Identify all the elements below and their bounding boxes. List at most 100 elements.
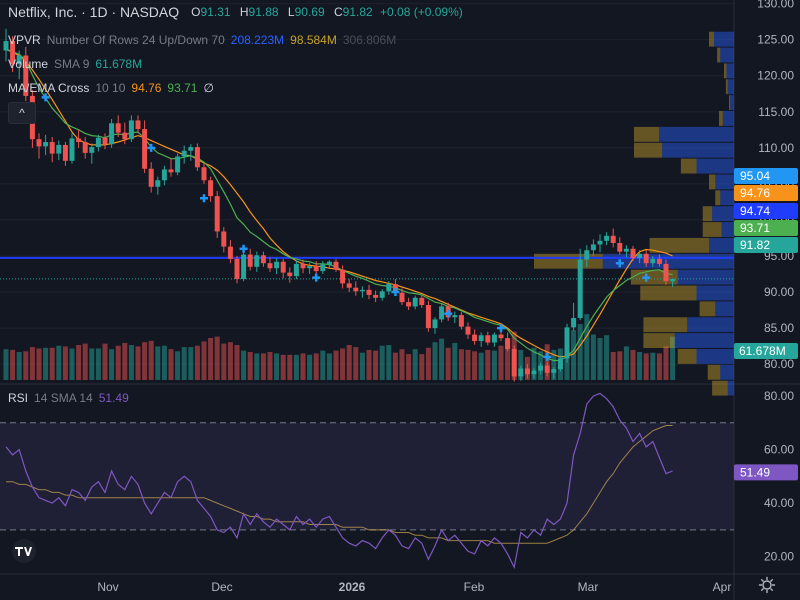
- volume-bar: [194, 345, 200, 380]
- candle: [135, 115, 141, 134]
- candle-body: [452, 315, 458, 318]
- candle-body: [115, 123, 121, 133]
- volume-bar: [16, 352, 22, 380]
- candle-body: [260, 255, 266, 264]
- volume-bar: [353, 347, 359, 380]
- price-tag: [734, 203, 798, 219]
- candle: [142, 120, 148, 174]
- candle: [577, 248, 583, 321]
- rsi-line: [5, 392, 673, 570]
- tradingview-logo-icon[interactable]: [8, 538, 40, 564]
- candle: [3, 28, 9, 62]
- candle: [168, 158, 174, 177]
- rsi-tag-label: 51.49: [740, 465, 770, 479]
- volume-bar: [10, 349, 16, 380]
- candle-body: [221, 231, 227, 247]
- candle: [23, 46, 29, 101]
- candle: [379, 289, 385, 301]
- volume-profile-row-up: [727, 380, 734, 396]
- volume-bar: [617, 351, 623, 380]
- candle: [43, 134, 49, 156]
- candle: [62, 142, 68, 166]
- volume-bar: [76, 345, 82, 380]
- candle-body: [227, 246, 233, 259]
- candle: [280, 258, 286, 279]
- volume-bar: [109, 349, 115, 380]
- volume-bar: [115, 345, 121, 380]
- volume-bar: [458, 349, 464, 380]
- candle-body: [604, 235, 610, 241]
- candle: [115, 115, 121, 138]
- cross-marker-icon: [147, 143, 156, 152]
- gear-icon[interactable]: [758, 576, 776, 594]
- volume-bar: [432, 342, 438, 380]
- candle: [524, 364, 530, 379]
- volume-tag-label: 61.678M: [739, 344, 786, 358]
- volume-legend[interactable]: Volume SMA 9 61.678M: [8, 57, 142, 71]
- volume-bar: [128, 345, 134, 380]
- candle: [128, 115, 134, 143]
- candle-body: [505, 338, 511, 349]
- candle: [340, 265, 346, 289]
- ma-legend[interactable]: MA/EMA Cross 10 10 94.76 93.71 ∅: [8, 81, 214, 95]
- candle: [617, 237, 623, 255]
- candle-body: [82, 142, 88, 153]
- volume-bar: [175, 351, 181, 380]
- volume-profile-row-down: [725, 79, 728, 95]
- candle: [353, 281, 359, 296]
- vpvr-params: Number Of Rows 24 Up/Down 70: [46, 33, 225, 47]
- volume-profile-row-down: [719, 111, 723, 126]
- candle-body: [478, 335, 484, 342]
- vpvr-down-value: 98.584M: [290, 33, 337, 47]
- volume-profile-row-down: [724, 63, 727, 79]
- volume-profile-row-down: [634, 126, 659, 142]
- candle-body: [313, 266, 319, 272]
- cross-marker-icon: [239, 244, 248, 253]
- price-tick-label: 85.00: [764, 321, 794, 335]
- candle-body: [300, 263, 306, 269]
- candle: [227, 240, 233, 264]
- candle: [326, 260, 332, 268]
- volume-profile-row-down: [709, 31, 714, 47]
- volume-bar: [29, 347, 35, 380]
- vpvr-legend[interactable]: VPVR Number Of Rows 24 Up/Down 70 208.22…: [8, 33, 396, 47]
- rsi-axis: 80.00 60.00 40.00 20.00: [764, 389, 794, 564]
- volume-bar: [326, 353, 332, 380]
- candle: [254, 251, 260, 272]
- volume-bar: [135, 346, 141, 380]
- volume-bar: [392, 352, 398, 380]
- candle: [557, 355, 563, 372]
- collapse-legend-button[interactable]: ^: [8, 102, 36, 124]
- cross-markers: [41, 93, 651, 361]
- time-tick-label: Feb: [464, 580, 485, 594]
- volume-bar: [597, 338, 603, 380]
- volume-bar: [346, 345, 352, 380]
- volume-profile-row-up: [709, 237, 734, 253]
- volume-bar: [161, 345, 167, 380]
- rsi-label: RSI: [8, 391, 29, 405]
- volume-profile-row-up: [687, 317, 734, 333]
- symbol-title[interactable]: Netflix, Inc. · 1D · NASDAQ: [8, 4, 180, 20]
- candle-body: [142, 129, 148, 169]
- candle: [56, 140, 62, 161]
- price-tag: [734, 220, 798, 236]
- volume-bar: [439, 338, 445, 380]
- volume-bar: [637, 352, 643, 380]
- candle: [610, 228, 616, 248]
- candle: [181, 145, 187, 164]
- candle-body: [307, 266, 313, 269]
- candle-body: [95, 137, 101, 148]
- volume-profile-row-up: [712, 206, 734, 222]
- candle-body: [36, 139, 42, 147]
- volume-bar: [472, 351, 478, 380]
- candle: [307, 263, 313, 275]
- volume-bar: [43, 347, 49, 380]
- rsi-legend[interactable]: RSI 14 SMA 14 51.49: [8, 391, 129, 405]
- candle: [584, 245, 590, 267]
- candle: [518, 365, 524, 381]
- candle: [663, 259, 669, 285]
- volume-bar: [623, 346, 629, 380]
- candle-body: [175, 156, 181, 173]
- candle: [95, 134, 101, 152]
